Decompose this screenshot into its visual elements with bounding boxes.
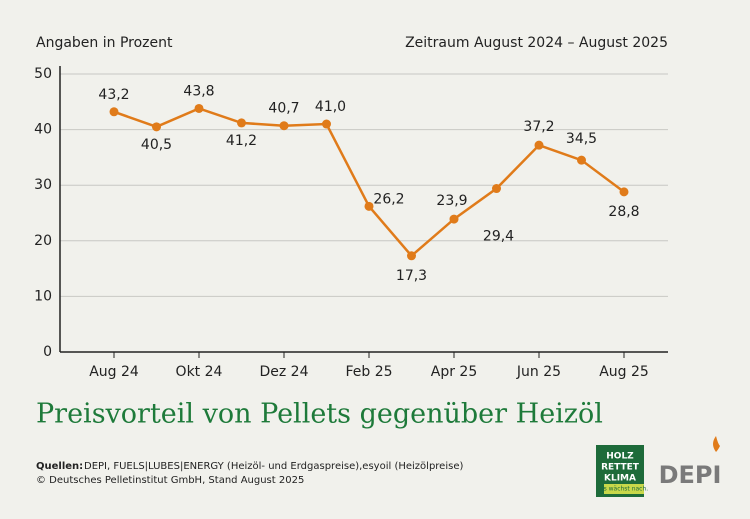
point bbox=[407, 251, 416, 261]
value-label: 34,5 bbox=[566, 131, 597, 147]
point bbox=[109, 107, 119, 117]
y-tick-label: 50 bbox=[34, 66, 52, 82]
x-tick-label: Aug 24 bbox=[89, 364, 139, 380]
x-tick-label: Feb 25 bbox=[345, 364, 392, 380]
y-tick-label: 0 bbox=[43, 344, 52, 360]
point bbox=[619, 187, 629, 197]
period: Zeitraum August 2024 – August 2025 bbox=[405, 35, 668, 51]
value-label: 37,2 bbox=[523, 119, 554, 135]
x-tick-label: Apr 25 bbox=[431, 364, 477, 380]
logo-tagline: Es wächst nach. bbox=[600, 486, 648, 493]
logo: HOLZ RETTET KLIMA Es wächst nach. bbox=[596, 445, 648, 497]
brand: DEPI bbox=[659, 461, 722, 489]
point bbox=[577, 155, 586, 165]
logo-line: KLIMA bbox=[604, 474, 636, 484]
point bbox=[322, 119, 331, 129]
logo-line: HOLZ bbox=[606, 452, 634, 462]
brand-flame bbox=[713, 436, 720, 452]
x-tick-label: Okt 24 bbox=[176, 364, 223, 380]
x-tick-label: Dez 24 bbox=[259, 364, 308, 380]
point bbox=[492, 184, 501, 194]
point bbox=[534, 140, 544, 150]
value-label: 28,8 bbox=[608, 204, 639, 220]
value-label: 26,2 bbox=[373, 191, 404, 207]
value-label: 43,2 bbox=[98, 87, 129, 103]
point bbox=[364, 201, 374, 211]
value-label: 41,0 bbox=[315, 99, 346, 115]
unit-note: Angaben in Prozent bbox=[36, 35, 173, 51]
y-tick-label: 10 bbox=[34, 288, 52, 304]
logo-line: RETTET bbox=[601, 463, 640, 473]
chart-title: Preisvorteil von Pellets gegenüber Heizö… bbox=[36, 399, 603, 430]
value-label: 40,7 bbox=[268, 101, 299, 117]
y-tick-label: 40 bbox=[34, 122, 52, 138]
copyright: © Deutsches Pelletinstitut GmbH, Stand A… bbox=[36, 475, 304, 486]
value-label: 41,2 bbox=[226, 133, 257, 149]
point bbox=[449, 214, 459, 224]
point bbox=[194, 103, 204, 113]
sources-label: Quellen: bbox=[36, 461, 83, 472]
y-tick-label: 20 bbox=[34, 233, 52, 249]
x-tick-label: Jun 25 bbox=[516, 364, 561, 380]
x-tick-label: Aug 25 bbox=[599, 364, 649, 380]
point bbox=[237, 118, 246, 128]
logo-tag-box bbox=[604, 484, 644, 494]
sources: DEPI, FUELS|LUBES|ENERGY (Heizöl- und Er… bbox=[84, 461, 463, 472]
value-label: 43,8 bbox=[183, 83, 214, 99]
y-tick-label: 30 bbox=[34, 177, 52, 193]
value-label: 40,5 bbox=[141, 137, 172, 153]
point bbox=[279, 121, 289, 131]
value-label: 23,9 bbox=[436, 193, 467, 209]
value-label: 17,3 bbox=[396, 268, 427, 284]
value-label: 29,4 bbox=[483, 229, 514, 245]
point bbox=[152, 122, 161, 132]
